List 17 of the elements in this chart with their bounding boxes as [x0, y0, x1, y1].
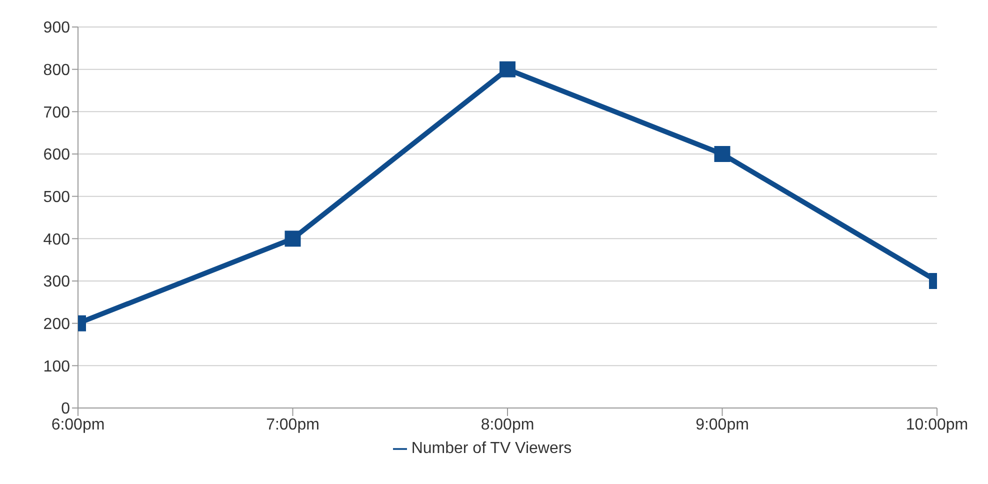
y-tick-label: 700 — [43, 104, 70, 122]
x-tick-label: 6:00pm — [51, 416, 105, 434]
x-tick-label: 8:00pm — [480, 416, 534, 434]
y-tick-label: 800 — [43, 62, 70, 80]
legend-label: Number of TV Viewers — [411, 440, 572, 457]
y-tick-label: 0 — [61, 400, 70, 418]
x-tick-label: 10:00pm — [906, 416, 968, 434]
y-tick-label: 300 — [43, 274, 70, 291]
point — [500, 61, 516, 78]
y-tick-label: 600 — [43, 146, 70, 164]
x-tick-label: 9:00pm — [696, 416, 749, 434]
y-tick-label: 500 — [43, 189, 70, 206]
y-tick-label: 400 — [43, 231, 70, 248]
x-tick-label: 7:00pm — [266, 416, 320, 434]
y-tick-label: 900 — [43, 20, 70, 37]
y-tick-label: 200 — [43, 316, 70, 334]
y-tick-label: 100 — [43, 358, 70, 376]
